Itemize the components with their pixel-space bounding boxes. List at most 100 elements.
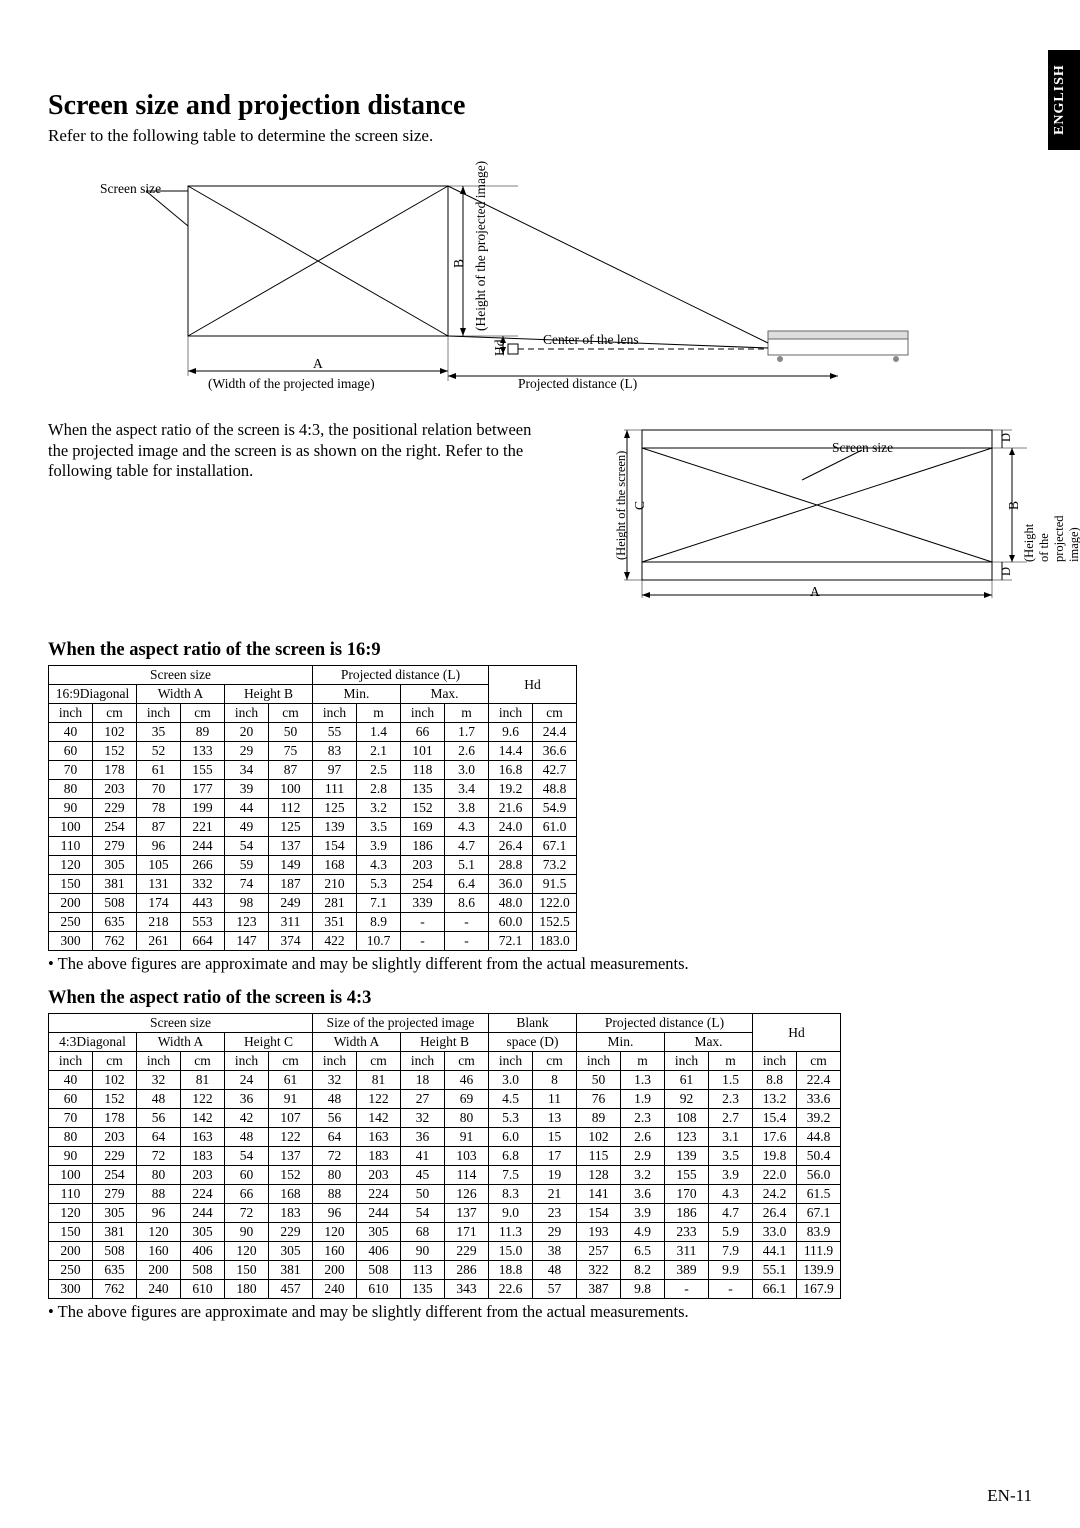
- data-cell: 2.9: [621, 1147, 665, 1166]
- data-cell: 32: [137, 1071, 181, 1090]
- data-cell: 29: [225, 742, 269, 761]
- data-cell: 19.8: [753, 1147, 797, 1166]
- unit-cell: inch: [137, 1052, 181, 1071]
- data-cell: 508: [181, 1261, 225, 1280]
- data-cell: 42.7: [533, 761, 577, 780]
- data-cell: 88: [313, 1185, 357, 1204]
- data-cell: 6.0: [489, 1128, 533, 1147]
- data-cell: 6.5: [621, 1242, 665, 1261]
- data-cell: 60.0: [489, 913, 533, 932]
- unit-cell: inch: [49, 1052, 93, 1071]
- table-row: 30076224061018045724061013534322.6573879…: [49, 1280, 841, 1299]
- data-cell: 244: [181, 1204, 225, 1223]
- data-cell: 381: [93, 875, 137, 894]
- data-cell: 3.1: [709, 1128, 753, 1147]
- data-cell: 17: [533, 1147, 577, 1166]
- data-cell: 1.3: [621, 1071, 665, 1090]
- unit-cell: cm: [533, 704, 577, 723]
- diag2-d-bot: D: [999, 567, 1014, 576]
- data-cell: 70: [49, 761, 93, 780]
- unit-cell: cm: [357, 1052, 401, 1071]
- data-cell: 26.4: [489, 837, 533, 856]
- unit-cell: cm: [269, 1052, 313, 1071]
- data-cell: 4.5: [489, 1090, 533, 1109]
- data-cell: 55: [313, 723, 357, 742]
- data-cell: 96: [137, 1204, 181, 1223]
- data-cell: 17.6: [753, 1128, 797, 1147]
- data-cell: 1.4: [357, 723, 401, 742]
- data-cell: 122: [357, 1090, 401, 1109]
- table-row: 2005081604061203051604069022915.0382576.…: [49, 1242, 841, 1261]
- data-cell: 120: [137, 1223, 181, 1242]
- unit-cell: cm: [93, 1052, 137, 1071]
- projection-diagram-2: D D Screen size (Height of the screen) C…: [552, 420, 1032, 610]
- data-cell: -: [665, 1280, 709, 1299]
- unit-cell: cm: [797, 1052, 841, 1071]
- data-cell: 36: [401, 1128, 445, 1147]
- diag2-d-top: D: [999, 433, 1014, 442]
- data-cell: 114: [445, 1166, 489, 1185]
- data-cell: 41: [401, 1147, 445, 1166]
- data-cell: 118: [401, 761, 445, 780]
- unit-cell: cm: [445, 1052, 489, 1071]
- data-cell: 75: [269, 742, 313, 761]
- data-cell: 381: [269, 1261, 313, 1280]
- t2-blank: Blank: [489, 1014, 577, 1033]
- data-cell: 22.6: [489, 1280, 533, 1299]
- data-cell: 635: [93, 913, 137, 932]
- bullet-169: The above figures are approximate and ma…: [48, 954, 1032, 974]
- table-row: 8020370177391001112.81353.419.248.8: [49, 780, 577, 799]
- data-cell: 281: [313, 894, 357, 913]
- data-cell: 59: [225, 856, 269, 875]
- data-cell: 61: [665, 1071, 709, 1090]
- data-cell: 339: [401, 894, 445, 913]
- data-cell: 89: [181, 723, 225, 742]
- data-cell: 3.0: [489, 1071, 533, 1090]
- data-cell: 210: [313, 875, 357, 894]
- data-cell: 108: [665, 1109, 709, 1128]
- data-cell: 9.8: [621, 1280, 665, 1299]
- data-cell: -: [401, 913, 445, 932]
- data-cell: 110: [49, 837, 93, 856]
- t1-proj-dist: Projected distance (L): [313, 666, 489, 685]
- table-row: 10025487221491251393.51694.324.061.0: [49, 818, 577, 837]
- unit-cell: m: [709, 1052, 753, 1071]
- data-cell: 3.6: [621, 1185, 665, 1204]
- data-cell: 15.4: [753, 1109, 797, 1128]
- data-cell: 24.4: [533, 723, 577, 742]
- data-cell: 443: [181, 894, 225, 913]
- data-cell: 177: [181, 780, 225, 799]
- unit-cell: inch: [313, 704, 357, 723]
- data-cell: 81: [181, 1071, 225, 1090]
- data-cell: 34: [225, 761, 269, 780]
- data-cell: 11.3: [489, 1223, 533, 1242]
- data-cell: 111.9: [797, 1242, 841, 1261]
- data-cell: 240: [313, 1280, 357, 1299]
- data-cell: 279: [93, 1185, 137, 1204]
- data-cell: 150: [49, 1223, 93, 1242]
- data-cell: 18.8: [489, 1261, 533, 1280]
- data-cell: 137: [269, 837, 313, 856]
- data-cell: 351: [313, 913, 357, 932]
- data-cell: 38: [533, 1242, 577, 1261]
- data-cell: 3.5: [357, 818, 401, 837]
- data-cell: 91: [269, 1090, 313, 1109]
- data-cell: 100: [49, 1166, 93, 1185]
- data-cell: 381: [93, 1223, 137, 1242]
- data-cell: -: [445, 932, 489, 951]
- data-cell: 21.6: [489, 799, 533, 818]
- data-cell: 193: [577, 1223, 621, 1242]
- data-cell: 8: [533, 1071, 577, 1090]
- data-cell: 553: [181, 913, 225, 932]
- data-cell: 105: [137, 856, 181, 875]
- data-cell: 120: [49, 1204, 93, 1223]
- unit-cell: cm: [269, 704, 313, 723]
- table-row: 70178611553487972.51183.016.842.7: [49, 761, 577, 780]
- data-cell: 69: [445, 1090, 489, 1109]
- data-cell: 155: [181, 761, 225, 780]
- data-cell: 64: [313, 1128, 357, 1147]
- t1-diag: 16:9Diagonal: [49, 685, 137, 704]
- data-cell: 257: [577, 1242, 621, 1261]
- diag2-height-screen: (Height of the screen): [614, 451, 629, 560]
- data-cell: 40: [49, 723, 93, 742]
